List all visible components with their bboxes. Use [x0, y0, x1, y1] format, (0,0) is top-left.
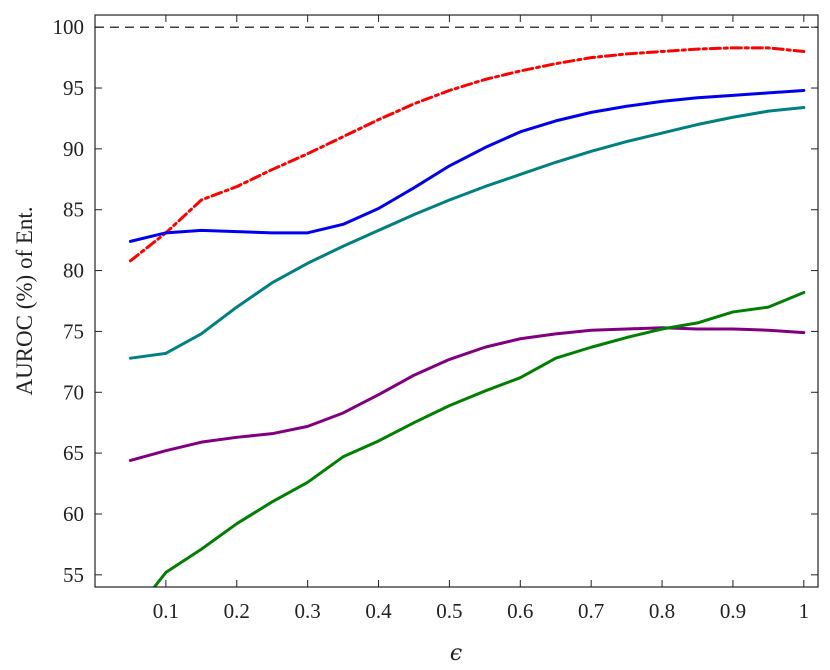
series-line-1 — [128, 88, 806, 243]
x-tick-label: 0.5 — [436, 599, 462, 623]
plot-area — [95, 15, 818, 587]
x-tick-label: 0.1 — [153, 599, 179, 623]
y-axis-label: AUROC (%) of Ent. — [12, 206, 37, 395]
y-tick-label: 60 — [63, 502, 84, 526]
y-tick-label: 100 — [53, 15, 85, 39]
x-tick-label: 0.2 — [224, 599, 250, 623]
x-tick-label: 0.6 — [507, 599, 533, 623]
y-tick-label: 75 — [63, 319, 84, 343]
y-tick-label: 80 — [63, 259, 84, 283]
x-tick-label: 0.4 — [365, 599, 392, 623]
x-tick-label: 0.9 — [720, 599, 746, 623]
series-line-4 — [152, 290, 806, 587]
y-tick-label: 70 — [63, 380, 84, 404]
y-tick-label: 85 — [63, 198, 84, 222]
plot-frame — [94, 14, 819, 588]
y-tick-label: 55 — [63, 563, 84, 587]
y-tick-label: 65 — [63, 441, 84, 465]
series-line-3 — [128, 326, 806, 462]
x-tick-label: 0.3 — [295, 599, 321, 623]
x-axis-label: ϵ — [450, 641, 462, 666]
y-tick-label: 95 — [63, 76, 84, 100]
series-line-0 — [128, 46, 806, 263]
x-tick-label: 0.8 — [649, 599, 675, 623]
x-tick-label: 0.7 — [578, 599, 604, 623]
x-tick-label: 1 — [799, 599, 810, 623]
y-tick-label: 90 — [63, 137, 84, 161]
series-line-2 — [128, 105, 806, 360]
